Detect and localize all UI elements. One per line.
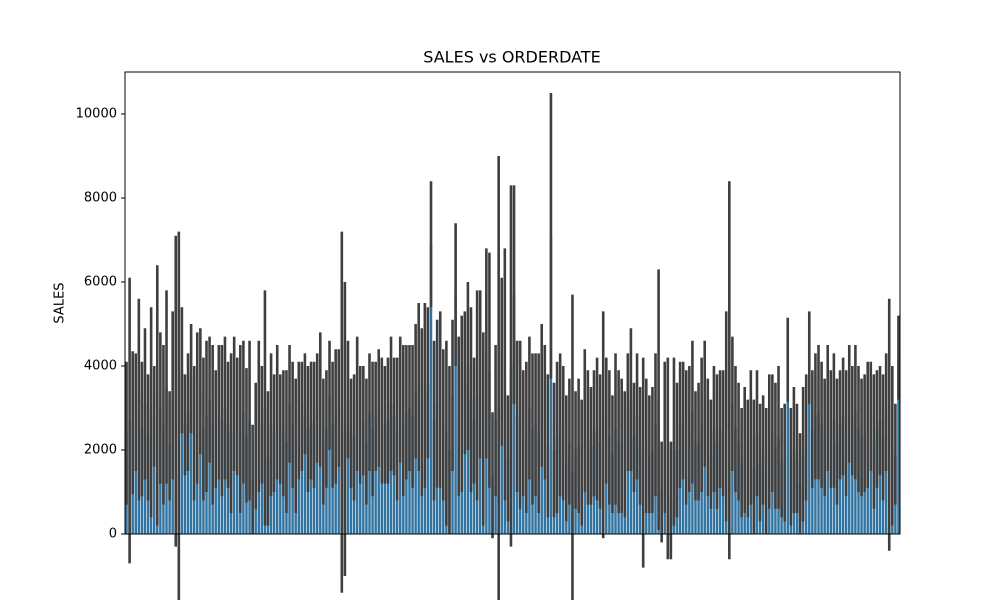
y-tick-label: 8000 xyxy=(84,191,117,206)
bar xyxy=(328,395,331,534)
bar xyxy=(463,382,467,534)
bar xyxy=(362,420,365,534)
y-tick-label: 2000 xyxy=(84,443,117,458)
bar xyxy=(878,420,882,534)
bar xyxy=(189,378,193,534)
bar xyxy=(208,399,211,534)
bar xyxy=(808,357,811,534)
bar xyxy=(300,416,304,534)
bar xyxy=(346,399,350,534)
bar xyxy=(897,357,900,534)
y-tick-label: 10000 xyxy=(76,107,117,122)
bar xyxy=(183,424,187,534)
y-tick-label: 4000 xyxy=(84,359,117,374)
bar xyxy=(368,412,371,534)
bar xyxy=(288,403,291,534)
bar xyxy=(626,412,630,534)
bar xyxy=(180,370,184,534)
plot-frame xyxy=(124,71,901,535)
bar xyxy=(374,416,377,534)
bar xyxy=(152,416,156,534)
bar xyxy=(500,361,503,534)
bar xyxy=(399,399,402,534)
bar xyxy=(851,420,854,534)
chart-title: SALES vs ORDERDATE xyxy=(423,48,600,67)
bar xyxy=(134,412,137,534)
bar xyxy=(869,416,873,534)
bar xyxy=(303,403,307,534)
bar xyxy=(512,294,516,534)
bar xyxy=(884,412,888,534)
bar xyxy=(848,403,851,534)
bar xyxy=(199,391,202,534)
y-axis-label: SALES xyxy=(53,282,68,323)
bar xyxy=(377,408,380,534)
y-tick-label: 6000 xyxy=(84,275,117,290)
bar xyxy=(315,408,319,534)
bar xyxy=(454,294,457,534)
bar xyxy=(337,408,340,534)
bar xyxy=(186,412,190,534)
bar xyxy=(429,244,433,534)
bar xyxy=(549,235,553,535)
bar xyxy=(414,391,417,534)
y-tick-label: 0 xyxy=(109,527,117,542)
bar xyxy=(703,403,706,534)
bar xyxy=(786,359,789,534)
